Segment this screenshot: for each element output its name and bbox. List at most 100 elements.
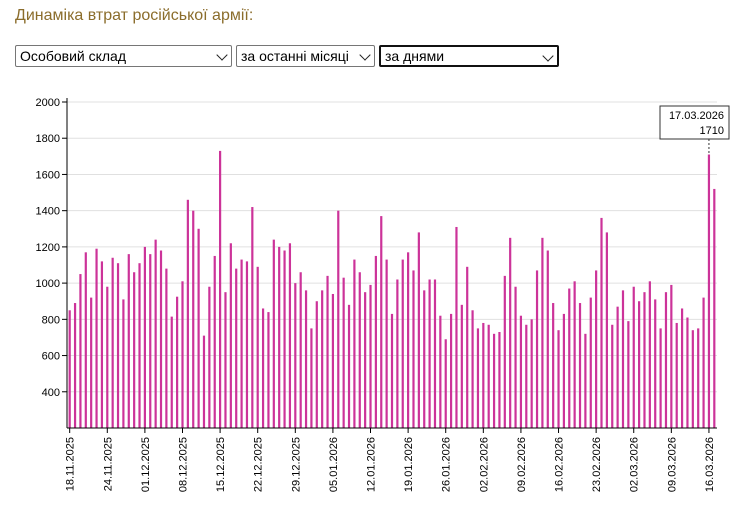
bar[interactable] [95,248,98,428]
bar[interactable] [165,268,168,428]
bar[interactable] [546,250,549,428]
bar[interactable] [476,328,480,428]
bar[interactable] [525,324,528,428]
bar[interactable] [283,250,286,428]
bar[interactable] [192,210,195,428]
bar[interactable] [133,272,136,428]
bar[interactable] [433,279,437,428]
bar[interactable] [611,324,614,428]
bar[interactable] [186,199,189,428]
bar[interactable] [535,270,539,428]
bar[interactable] [294,283,297,428]
bar[interactable] [245,261,249,428]
bar[interactable] [568,288,571,428]
bar[interactable] [235,268,238,428]
bar[interactable] [299,272,302,428]
bar[interactable] [278,246,281,428]
bar[interactable] [654,299,657,428]
bar[interactable] [713,188,716,428]
bar[interactable] [202,335,206,428]
bar[interactable] [73,303,77,428]
bar[interactable] [423,290,426,428]
bar[interactable] [680,308,684,428]
bar[interactable] [407,252,410,428]
bar[interactable] [621,290,625,428]
bar[interactable] [159,250,163,428]
bar[interactable] [460,304,463,428]
bar[interactable] [116,263,120,428]
bar[interactable] [219,150,222,428]
bar[interactable] [310,328,313,428]
bar[interactable] [342,277,345,428]
bar[interactable] [176,296,179,428]
bar[interactable] [664,292,668,428]
bar[interactable] [261,308,265,428]
bar[interactable] [315,301,318,428]
bar[interactable] [364,292,367,428]
bar[interactable] [578,303,582,428]
bar[interactable] [541,237,544,428]
bar[interactable] [605,232,608,428]
bar[interactable] [79,274,82,428]
bar[interactable] [557,330,560,428]
bar[interactable] [573,281,576,428]
bar[interactable] [471,310,474,428]
bar[interactable] [691,330,694,428]
bar[interactable] [353,259,356,428]
bar[interactable] [648,281,651,428]
bar[interactable] [697,328,700,428]
bar[interactable] [127,254,130,428]
bar[interactable] [122,299,125,428]
bar[interactable] [197,228,200,428]
bar[interactable] [149,254,152,428]
bar[interactable] [686,317,689,428]
bar[interactable] [304,290,308,428]
bar[interactable] [702,297,705,428]
bar[interactable] [331,293,335,428]
bar[interactable] [503,275,506,428]
bar[interactable] [224,292,227,428]
bar[interactable] [401,259,404,428]
bar[interactable] [519,315,523,428]
bar[interactable] [68,310,71,428]
category-select[interactable]: Особовий склад [15,45,232,67]
bar[interactable] [643,292,646,428]
bar[interactable] [466,266,469,428]
bar[interactable] [251,207,254,428]
bar[interactable] [385,259,388,428]
bar[interactable] [374,255,377,428]
bar[interactable] [347,304,351,428]
bar[interactable] [589,297,592,428]
bar[interactable] [482,322,485,428]
bar[interactable] [100,261,104,428]
bar[interactable] [106,286,109,428]
bar[interactable] [616,306,619,428]
bar[interactable] [380,216,383,428]
bar[interactable] [181,281,184,428]
bar[interactable] [84,252,87,428]
bar[interactable] [707,154,711,428]
bar[interactable] [208,286,211,428]
bar[interactable] [492,333,496,428]
bar[interactable] [449,313,453,428]
bar[interactable] [396,279,399,428]
bar[interactable] [638,301,641,428]
grouping-select[interactable]: за днями [379,45,559,67]
bar[interactable] [256,266,259,428]
bar[interactable] [321,290,324,428]
bar[interactable] [272,239,275,428]
bar[interactable] [455,226,458,428]
bar[interactable] [240,259,243,428]
period-select[interactable]: за останні місяці [236,45,375,67]
bar[interactable] [487,324,490,428]
bar[interactable] [337,210,340,428]
bar[interactable] [627,321,630,428]
bar[interactable] [514,286,517,428]
bar[interactable] [509,237,512,428]
bar[interactable] [90,297,93,428]
bar[interactable] [552,303,555,428]
bar[interactable] [111,257,114,428]
bar[interactable] [632,286,635,428]
bar[interactable] [595,270,598,428]
bar[interactable] [428,279,431,428]
